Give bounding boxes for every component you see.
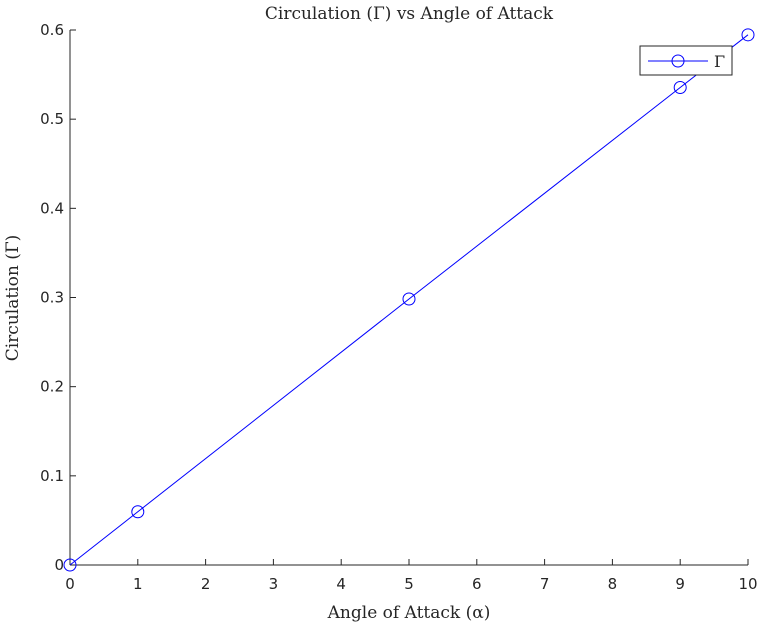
legend: Γ xyxy=(639,45,733,76)
x-tick-label: 1 xyxy=(133,575,143,593)
data-point xyxy=(131,505,145,519)
x-tick-label: 4 xyxy=(336,575,346,593)
y-tick-label: 0.3 xyxy=(40,289,64,307)
data-point xyxy=(402,292,416,306)
x-tick-label: 7 xyxy=(540,575,550,593)
x-tick-label: 8 xyxy=(608,575,618,593)
x-tick-label: 3 xyxy=(269,575,279,593)
data-point xyxy=(673,81,687,95)
y-tick-label: 0.1 xyxy=(40,467,64,485)
chart-title: Circulation (Γ) vs Angle of Attack xyxy=(265,4,554,24)
y-axis-label: Circulation (Γ) xyxy=(3,235,23,362)
x-tick-label: 0 xyxy=(65,575,75,593)
ticks: 0 1 2 3 4 5 6 7 8 9 10 0 0.1 0.2 0.3 0.4 0.5 0.6 xyxy=(40,21,757,593)
y-tick-label: 0 xyxy=(54,556,64,574)
x-tick-label: 2 xyxy=(201,575,211,593)
legend-label: Γ xyxy=(714,52,725,71)
x-tick-label: 9 xyxy=(675,575,685,593)
y-tick-label: 0.6 xyxy=(40,21,64,39)
x-tick-label: 6 xyxy=(472,575,482,593)
x-axis-label: Angle of Attack (α) xyxy=(327,603,491,623)
data-point xyxy=(741,28,755,42)
x-tick-label: 5 xyxy=(404,575,414,593)
y-tick-label: 0.4 xyxy=(40,199,64,217)
legend-marker xyxy=(671,54,685,68)
data-point xyxy=(63,558,77,572)
y-tick-label: 0.2 xyxy=(40,378,64,396)
y-tick-label: 0.5 xyxy=(40,110,64,128)
x-tick-label: 10 xyxy=(738,575,757,593)
